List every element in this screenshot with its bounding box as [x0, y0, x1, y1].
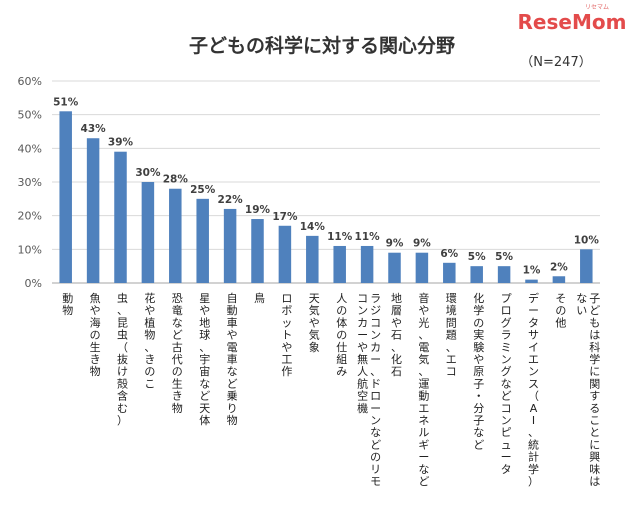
chart-title: 子どもの科学に対する関心分野: [189, 34, 455, 57]
data-label: 2%: [550, 261, 568, 273]
y-tick-label: 50%: [18, 109, 42, 122]
bar: [443, 262, 456, 283]
resemom-logo: リセマム ReseMom: [518, 4, 627, 34]
bar: [415, 252, 429, 283]
bar: [59, 111, 72, 283]
category-label-text: 恐竜など古代の生き物: [172, 292, 183, 415]
category-label: 人の体の仕組み: [336, 292, 347, 378]
y-tick-label: 10%: [18, 243, 42, 256]
bar: [278, 225, 292, 283]
category-label: 花や植物、きのこ: [144, 292, 155, 390]
logo-ruby: リセマム: [585, 4, 609, 11]
data-label: 51%: [53, 96, 79, 108]
category-labels: 動物 魚や海の生き物 虫、昆虫（抜け殻含む） 花や植物、きのこ 恐竜など古代の生き物 星や…: [62, 291, 600, 488]
data-label: 43%: [81, 123, 107, 135]
data-label: 9%: [386, 238, 404, 250]
y-tick-label: 40%: [18, 142, 42, 155]
data-label: 39%: [108, 137, 134, 149]
data-label: 5%: [495, 251, 513, 263]
bars: [59, 111, 593, 283]
data-label: 17%: [272, 211, 298, 223]
data-label: 10%: [574, 234, 600, 246]
category-label-text: データサイエンス（ A I 、統計学）: [528, 291, 539, 488]
category-label-text: 地層や石、化石: [391, 292, 402, 378]
bar: [525, 279, 538, 283]
y-axis: 0% 10% 20% 30% 40% 50% 60%: [18, 75, 42, 290]
data-label: 14%: [300, 221, 326, 233]
data-label: 30%: [135, 167, 161, 179]
bar: [141, 182, 155, 283]
y-tick-label: 60%: [18, 75, 42, 88]
data-label: 9%: [413, 238, 431, 250]
bar: [251, 219, 264, 283]
category-label: データサイエンス（ A I 、統計学）: [528, 291, 539, 488]
category-label-text: 動物: [62, 291, 73, 317]
category-label: 化学の実験や原子・分子など: [473, 291, 484, 451]
gridlines: [52, 80, 600, 284]
category-label: 環境問題、エコ: [446, 292, 457, 378]
category-label: 地層や石、化石: [391, 292, 402, 378]
bar: [114, 151, 127, 283]
data-label: 22%: [218, 194, 244, 206]
category-label-text: 化学の実験や原子・分子など: [473, 291, 484, 451]
category-label: ラジコンカー、ドローンなどのリモコンカーや無人航空機: [357, 292, 381, 488]
category-label: その他: [555, 292, 566, 329]
bar: [580, 249, 593, 283]
bar: [306, 235, 319, 283]
category-label: 天気や気象: [309, 292, 320, 354]
bar: [86, 138, 100, 283]
bar: [169, 188, 182, 283]
bar: [388, 252, 401, 283]
category-label: 自動車や電車など乗り物: [227, 292, 238, 427]
category-label-text: 虫、昆虫（抜け殻含む）: [117, 292, 128, 427]
category-label: 鳥: [254, 291, 265, 305]
category-label-text: ラジコンカー、ドローンなどのリモコンカーや無人航空機: [357, 292, 381, 488]
data-label: 25%: [190, 184, 216, 196]
data-label: 11%: [327, 231, 353, 243]
category-label: 恐竜など古代の生き物: [172, 292, 183, 415]
sample-size-note: （N=247）: [520, 55, 591, 70]
category-label-text: ロボットや工作: [281, 292, 292, 378]
category-label-text: 花や植物、きのこ: [144, 292, 155, 390]
category-label-text: その他: [555, 292, 566, 329]
bar: [552, 276, 566, 283]
category-label: 星や地球、宇宙など天体: [199, 292, 210, 427]
data-label: 6%: [440, 248, 458, 260]
bar: [470, 266, 483, 283]
bar: [196, 198, 209, 283]
bar: [360, 245, 374, 283]
bar: [333, 245, 346, 283]
y-tick-label: 30%: [18, 176, 42, 189]
category-label-text: 環境問題、エコ: [446, 292, 457, 378]
category-label-text: 自動車や電車など乗り物: [227, 292, 238, 427]
category-label: 魚や海の生き物: [90, 292, 101, 378]
category-label: 子どもは科学に関することに興味はない: [576, 292, 600, 488]
category-label: ロボットや工作: [281, 292, 292, 378]
logo-text: ReseMom: [518, 10, 627, 34]
data-label: 1%: [523, 265, 541, 277]
data-labels: 51%43%39%30%28%25%22%19%17%14%11% 11%9% 9%…: [53, 96, 599, 276]
bar: [497, 266, 511, 283]
data-label: 11%: [355, 231, 381, 243]
data-label: 28%: [163, 174, 189, 186]
category-label-text: 天気や気象: [309, 292, 320, 354]
bar: [223, 208, 237, 283]
category-label-text: 音や光、電気、運動エネルギーなど: [418, 291, 429, 488]
category-label: 動物: [62, 291, 73, 317]
category-label: 虫、昆虫（抜け殻含む）: [117, 292, 128, 427]
category-label: プログラミングなどコンピュータ: [501, 292, 512, 476]
category-label-text: 星や地球、宇宙など天体: [199, 292, 210, 427]
category-label: 音や光、電気、運動エネルギーなど: [418, 291, 429, 488]
category-label-text: プログラミングなどコンピュータ: [501, 292, 512, 476]
category-label-text: 人の体の仕組み: [336, 292, 347, 378]
y-tick-label: 0%: [25, 277, 42, 290]
data-label: 5%: [468, 251, 486, 263]
y-tick-label: 20%: [18, 210, 42, 223]
category-label-text: 子どもは科学に関することに興味はない: [576, 292, 600, 488]
category-label-text: 魚や海の生き物: [90, 292, 101, 378]
category-label-text: 鳥: [254, 291, 265, 305]
data-label: 19%: [245, 204, 271, 216]
